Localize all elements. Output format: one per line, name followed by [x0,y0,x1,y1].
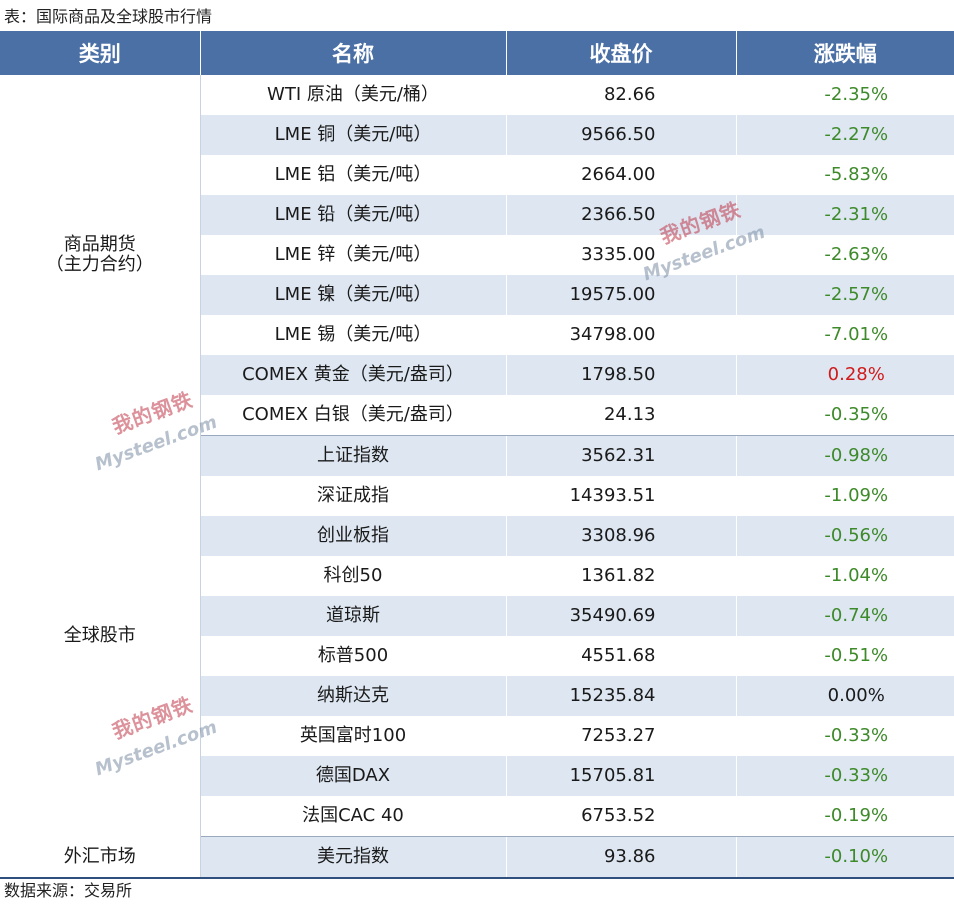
change-percent: 0.28% [736,355,954,395]
change-percent: -0.98% [736,435,954,476]
table-row: 科创50 1361.82 -1.04% [0,556,954,596]
source-note: 数据来源：交易所 [4,881,133,900]
instrument-name: 道琼斯 [200,596,507,636]
table-row: 德国DAX 15705.81 -0.33% [0,756,954,796]
change-percent: -1.09% [824,485,889,506]
table-row: COMEX 黄金（美元/盎司） 1798.50 0.28% [0,355,954,395]
close-price: 19575.00 [506,275,737,315]
instrument-name: COMEX 白银（美元/盎司） [200,395,507,436]
category-label: 外汇市场 [63,845,136,867]
close-price: 3335.00 [506,235,737,275]
instrument-name: 纳斯达克 [200,676,507,716]
change-percent: -0.33% [824,725,889,746]
change-percent: -0.33% [736,756,954,796]
table-row: LME 铜（美元/吨） 9566.50 -2.27% [0,115,954,155]
change-percent: -0.10% [736,836,954,879]
instrument-name: LME 镍（美元/吨） [200,275,507,315]
category-label: 全球股市 [63,625,136,646]
instrument-name: LME 铅（美元/吨） [200,195,507,235]
instrument-name: 深证成指 [200,476,507,516]
change-percent: -2.63% [824,244,889,265]
close-price: 7253.27 [506,716,737,756]
table-row: 外汇市场 美元指数 93.86 -0.10% [0,836,954,879]
table-row: 英国富时100 7253.27 -0.33% [0,716,954,756]
instrument-name: 法国CAC 40 [200,796,507,837]
close-price: 14393.51 [506,476,737,516]
instrument-name: WTI 原油（美元/桶） [200,75,507,115]
close-price: 9566.50 [506,115,737,155]
table-caption: 表：国际商品及全球股市行情 [4,7,213,26]
change-percent: -1.04% [824,565,889,586]
instrument-name: 创业板指 [200,516,507,556]
close-price: 6753.52 [506,796,737,837]
header-row: 类别 名称 收盘价 涨跌幅 [0,31,954,75]
table-body: 商品期货 （主力合约） WTI 原油（美元/桶） 82.66 -2.35% LME 铜（美… [0,75,954,879]
change-percent: -2.35% [824,84,889,105]
table-header: 类别 名称 收盘价 涨跌幅 [0,31,954,75]
table-row: LME 锌（美元/吨） 3335.00 -2.63% [0,235,954,275]
change-percent: -2.27% [736,115,954,155]
change-percent: -2.31% [736,195,954,235]
instrument-name: 科创50 [200,556,507,596]
table-row: COMEX 白银（美元/盎司） 24.13 -0.35% [0,395,954,436]
close-price: 2366.50 [506,195,737,235]
instrument-name: 标普500 [200,636,507,676]
header-close: 收盘价 [506,31,737,75]
table-row: LME 铅（美元/吨） 2366.50 -2.31% [0,195,954,235]
category-label: 商品期货 [63,234,136,256]
table-row: 创业板指 3308.96 -0.56% [0,516,954,556]
close-price: 93.86 [506,836,737,879]
table-row: 纳斯达克 15235.84 0.00% [0,676,954,716]
instrument-name: LME 锡（美元/吨） [200,315,507,355]
change-percent: 0.00% [736,676,954,716]
category-cell: 外汇市场 [0,836,201,879]
category-cell: 商品期货 （主力合约） [0,75,201,436]
table-row: 法国CAC 40 6753.52 -0.19% [0,796,954,837]
table-row: 标普500 4551.68 -0.51% [0,636,954,676]
instrument-name: LME 锌（美元/吨） [200,235,507,275]
close-price: 4551.68 [506,636,737,676]
instrument-name: 美元指数 [200,836,507,879]
change-percent: -0.74% [736,596,954,636]
change-percent: -0.51% [824,645,889,666]
close-price: 2664.00 [506,155,737,195]
table-row: 深证成指 14393.51 -1.09% [0,476,954,516]
change-percent: -0.19% [736,796,954,837]
header-name: 名称 [200,31,507,75]
instrument-name: 德国DAX [200,756,507,796]
instrument-name: COMEX 黄金（美元/盎司） [200,355,507,395]
table-row: LME 镍（美元/吨） 19575.00 -2.57% [0,275,954,315]
instrument-name: LME 铝（美元/吨） [200,155,507,195]
change-percent: -7.01% [824,324,889,345]
close-price: 3308.96 [506,516,737,556]
close-price: 3562.31 [506,435,737,476]
instrument-name: 上证指数 [200,435,507,476]
close-price: 1798.50 [506,355,737,395]
change-percent: -2.57% [736,275,954,315]
table-row: 全球股市 上证指数 3562.31 -0.98% [0,435,954,837]
instrument-name: 英国富时100 [200,716,507,756]
close-price: 15235.84 [506,676,737,716]
instrument-name: LME 铜（美元/吨） [200,115,507,155]
change-percent: -0.56% [736,516,954,556]
close-price: 24.13 [506,395,737,436]
table-row: 道琼斯 35490.69 -0.74% [0,596,954,636]
close-price: 1361.82 [506,556,737,596]
header-category: 类别 [0,31,201,75]
change-percent: -0.35% [736,395,954,436]
close-price: 34798.00 [506,315,737,355]
category-label: （主力合约） [45,254,154,276]
close-price: 15705.81 [506,756,737,796]
table-row: LME 铝（美元/吨） 2664.00 -5.83% [0,155,954,195]
header-change: 涨跌幅 [736,31,954,75]
market-quotes-table: 类别 名称 收盘价 涨跌幅 商品期货 （主力合约） WTI 原油（美元/桶） 82.6… [0,31,954,879]
table-row: 商品期货 （主力合约） WTI 原油（美元/桶） 82.66 -2.35% [0,75,954,436]
category-cell: 全球股市 [0,435,201,837]
close-price: 35490.69 [506,596,737,636]
change-percent: -5.83% [824,164,889,185]
table-row: LME 锡（美元/吨） 34798.00 -7.01% [0,315,954,355]
close-price: 82.66 [506,75,737,115]
